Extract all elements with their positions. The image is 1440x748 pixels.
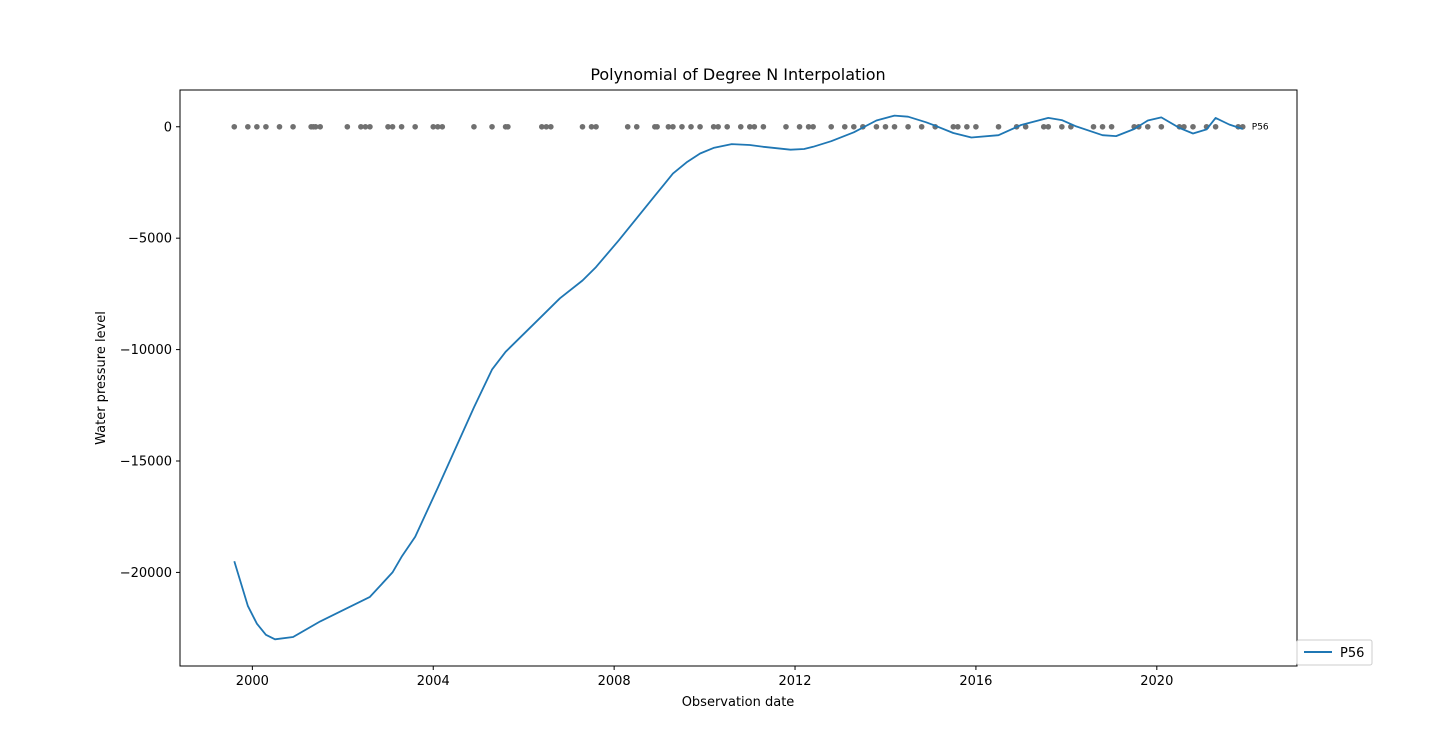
observation-point [1108, 123, 1115, 130]
observation-point [1040, 123, 1047, 130]
observation-point [973, 123, 979, 130]
observation-point [665, 123, 672, 130]
observation-point [670, 123, 676, 130]
observation-point [548, 123, 554, 130]
observation-point [805, 123, 812, 130]
observation-point [290, 123, 296, 130]
observation-point [1045, 123, 1052, 130]
observation-point [737, 123, 744, 130]
x-axis-title: Observation date [682, 695, 795, 710]
observation-point [543, 123, 550, 130]
observation-point [362, 123, 369, 130]
y-axis-title: Water pressure level [94, 311, 109, 445]
chart-title: Polynomial of Degree N Interpolation [590, 65, 885, 84]
observation-point [344, 123, 351, 130]
observation-point [1090, 123, 1097, 130]
observation-point [1059, 123, 1065, 130]
observation-point [783, 123, 789, 130]
observation-point [918, 123, 925, 130]
y-tick-label: 0 [164, 120, 172, 135]
observation-point [654, 123, 660, 130]
y-tick-label: −20000 [120, 566, 172, 581]
series-layer [233, 114, 1243, 641]
observation-point [245, 123, 251, 130]
observation-point [873, 123, 880, 130]
x-axis: 2000 2004 2008 2012 2016 2020 [236, 666, 1173, 689]
legend-label: P56 [1340, 646, 1364, 661]
observation-point [505, 123, 511, 130]
observation-point [760, 123, 767, 130]
series-annotation: P56 [1252, 122, 1269, 132]
x-tick-label: 2000 [236, 674, 269, 689]
observation-point [434, 123, 441, 130]
observation-point [1144, 123, 1151, 130]
observation-point [389, 123, 396, 130]
observation-point [964, 123, 970, 130]
observation-point [679, 123, 685, 130]
observation-point [312, 123, 319, 130]
observation-point [579, 123, 586, 130]
observation-point [1022, 123, 1029, 130]
observation-point [538, 123, 545, 130]
observation-point [710, 123, 717, 130]
x-tick-label: 2008 [598, 674, 631, 689]
x-tick-label: 2004 [417, 674, 450, 689]
x-tick-label: 2020 [1140, 674, 1173, 689]
observation-point [358, 123, 364, 130]
x-tick-label: 2012 [778, 674, 811, 689]
observation-point [276, 123, 283, 130]
observation-point [995, 123, 1002, 130]
observation-point [882, 123, 889, 130]
observation-markers [231, 123, 1246, 130]
observation-point [489, 123, 495, 130]
observation-point [724, 123, 730, 130]
observation-point [851, 123, 857, 130]
legend-box [1296, 639, 1373, 666]
observation-point [1181, 123, 1187, 130]
observation-point [950, 123, 957, 130]
observation-point [254, 123, 260, 130]
observation-point [1212, 123, 1219, 130]
observation-point [588, 123, 595, 130]
observation-point [796, 123, 803, 130]
observation-point [841, 123, 848, 130]
observation-point [593, 123, 599, 130]
series-line-p56 [233, 114, 1243, 641]
observation-point [263, 123, 269, 130]
observation-point [955, 123, 961, 130]
observation-point [688, 123, 694, 130]
y-tick-label: −10000 [120, 343, 172, 358]
observation-point [697, 123, 703, 130]
observation-point [891, 123, 898, 130]
observation-point [231, 123, 238, 130]
observation-point [810, 123, 816, 130]
observation-point [1190, 123, 1196, 130]
observation-point [1099, 123, 1106, 130]
legend: P56 [1296, 639, 1373, 666]
observation-point [1158, 123, 1165, 130]
observation-point [633, 123, 640, 130]
y-axis: 0 −5000 −10000 −15000 −20000 [120, 120, 180, 581]
y-tick-label: −5000 [128, 232, 172, 247]
observation-point [751, 123, 758, 130]
observation-point [471, 123, 477, 130]
observation-point [412, 123, 418, 130]
observation-point [367, 123, 373, 130]
observation-point [398, 123, 405, 130]
observation-point [624, 123, 631, 130]
observation-point [828, 123, 835, 130]
observation-point [747, 123, 753, 130]
observation-point [430, 123, 437, 130]
observation-point [317, 123, 323, 130]
x-tick-label: 2016 [959, 674, 992, 689]
observation-point [385, 123, 391, 130]
observation-point [439, 123, 446, 130]
y-tick-label: −15000 [120, 455, 172, 470]
observation-point [905, 123, 911, 130]
observation-point [715, 123, 721, 130]
plot-area [179, 89, 1298, 667]
